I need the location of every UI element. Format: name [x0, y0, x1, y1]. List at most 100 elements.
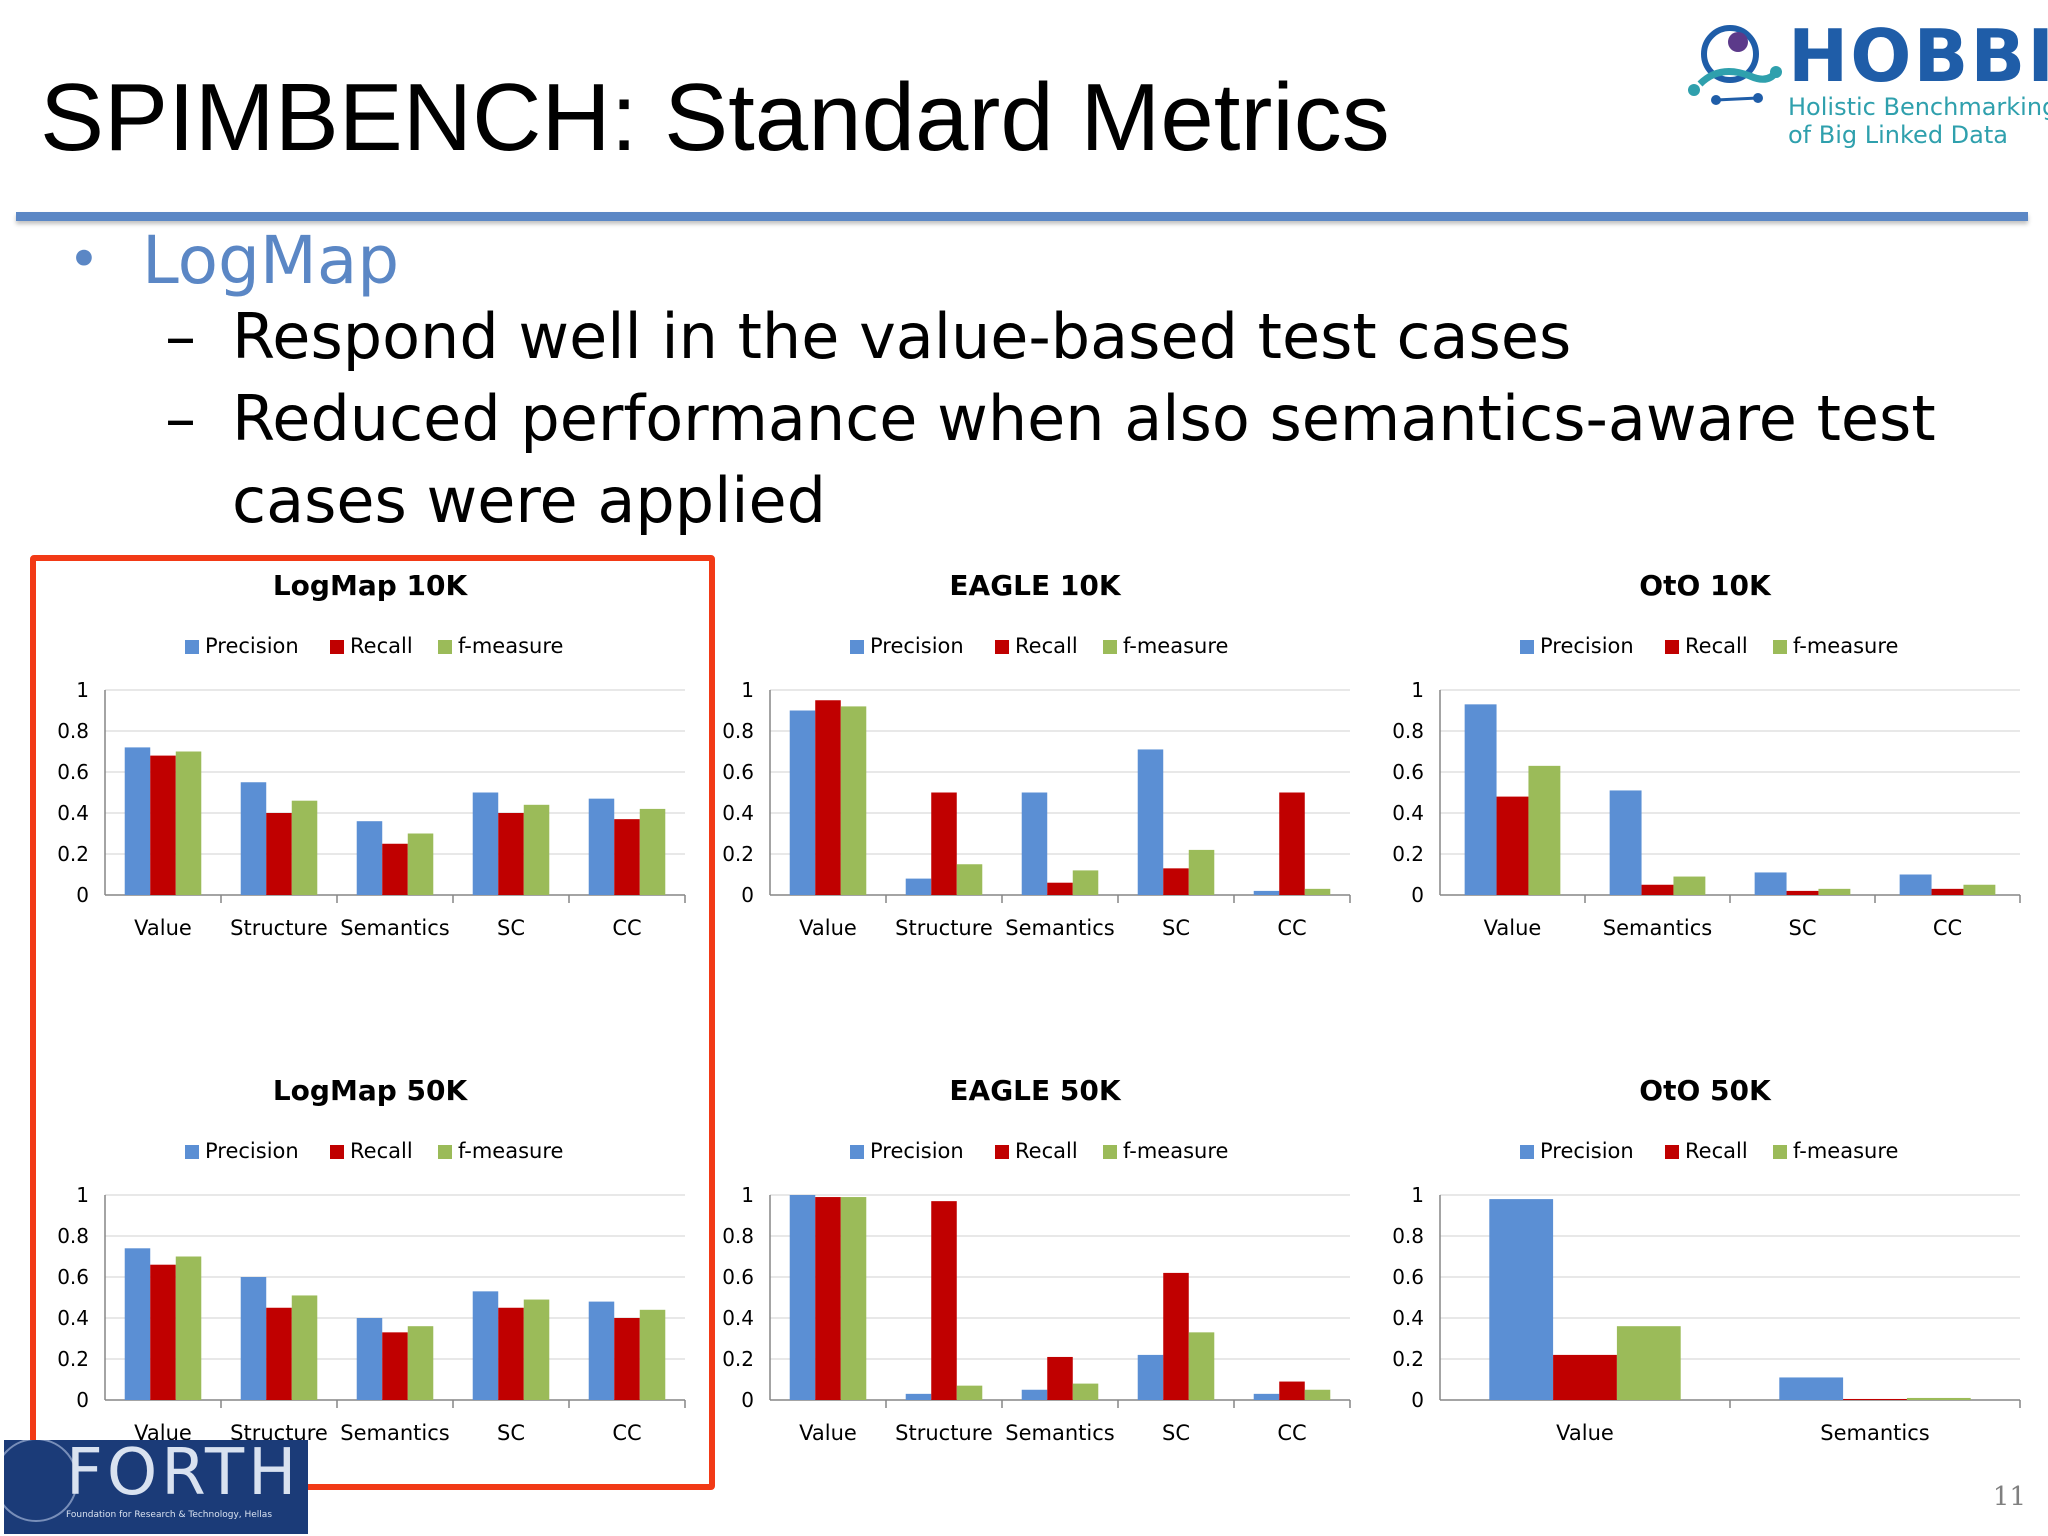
y-tick-label: 0 [76, 883, 89, 907]
legend-label-f-measure: f-measure [458, 634, 563, 658]
bar-precision-semantics [356, 821, 383, 895]
subbullet-2-continued: cases were applied [232, 464, 827, 537]
hobbit-logo: HOBBIT Holistic Benchmarking of Big Link… [1680, 14, 2048, 154]
bar-f-measure-semantics [1072, 1383, 1099, 1400]
y-tick-label: 0.2 [1392, 1347, 1424, 1371]
legend-label-recall: Recall [1685, 1139, 1748, 1163]
legend-swatch-precision [185, 1145, 199, 1159]
bar-precision-semantics [1021, 792, 1048, 895]
legend-swatch-precision [850, 1145, 864, 1159]
y-tick-label: 0 [76, 1388, 89, 1412]
bar-f-measure-structure [291, 1295, 318, 1400]
y-tick-label: 0 [741, 883, 754, 907]
x-tick-label: Semantics [340, 916, 449, 940]
legend-label-f-measure: f-measure [1123, 1139, 1228, 1163]
legend-swatch-recall [995, 1145, 1009, 1159]
bar-recall-structure [931, 1201, 957, 1400]
bar-precision-value [1464, 704, 1497, 895]
x-tick-label: Semantics [1005, 916, 1114, 940]
x-tick-label: Semantics [1005, 1421, 1114, 1445]
chart-oto-50k: OtO 50K Precision Recall f-measure 0 0.2 0.4 0.… [1375, 1045, 2035, 1465]
y-tick-label: 0.8 [1392, 719, 1424, 743]
y-tick-label: 0.8 [57, 719, 89, 743]
hobbit-tagline: Holistic Benchmarking of Big Linked Data [1788, 93, 2048, 149]
bar-precision-semantics [356, 1318, 383, 1400]
legend-label-recall: Recall [1015, 1139, 1078, 1163]
x-tick-label: Value [799, 916, 857, 940]
legend-swatch-recall [995, 640, 1009, 654]
chart-svg: EAGLE 50K Precision Recall f-measure 0 0.2 0.4… [722, 1074, 1351, 1445]
x-tick-label: CC [612, 1421, 641, 1445]
legend-swatch-recall [1665, 640, 1679, 654]
bar-precision-value [789, 710, 816, 895]
legend-label-precision: Precision [205, 1139, 299, 1163]
bar-f-measure-semantics [1072, 870, 1099, 895]
x-tick-label: Structure [230, 916, 328, 940]
y-tick-label: 0.8 [1392, 1224, 1424, 1248]
y-tick-label: 0.2 [722, 842, 754, 866]
bar-f-measure-value [1528, 765, 1561, 895]
x-tick-label: Value [799, 1421, 857, 1445]
bar-recall-semantics [382, 843, 408, 895]
y-tick-label: 0.2 [57, 842, 89, 866]
bar-precision-cc [1899, 874, 1932, 895]
bar-recall-value [150, 1264, 176, 1400]
y-tick-label: 1 [741, 1183, 754, 1207]
bar-recall-semantics [1843, 1398, 1907, 1400]
chart-svg: OtO 10K Precision Recall f-measure 0 0.2 0.4 0.… [1392, 569, 2021, 940]
bar-recall-semantics [382, 1332, 408, 1400]
x-tick-label: CC [1277, 1421, 1306, 1445]
legend-label-recall: Recall [350, 1139, 413, 1163]
bar-recall-sc [498, 813, 524, 895]
bullet-dot-icon: • [68, 228, 100, 291]
bar-recall-structure [266, 1307, 292, 1400]
bar-f-measure-sc [1818, 888, 1851, 895]
bar-precision-semantics [1779, 1377, 1844, 1400]
y-tick-label: 0.6 [1392, 760, 1424, 784]
legend-label-f-measure: f-measure [1123, 634, 1228, 658]
y-tick-label: 0.4 [722, 801, 754, 825]
chart-oto-10k: OtO 10K Precision Recall f-measure 0 0.2 0.4 0.… [1375, 540, 2035, 960]
x-tick-label: SC [1162, 916, 1190, 940]
legend-label-precision: Precision [870, 634, 964, 658]
subbullet-1: Respond well in the value-based test cas… [232, 300, 1572, 373]
hobbit-logo-text: HOBBIT [1788, 14, 2048, 98]
bar-f-measure-cc [639, 1309, 666, 1400]
bar-precision-structure [240, 1277, 267, 1400]
bar-precision-value [124, 1248, 151, 1400]
bar-recall-cc [1279, 1381, 1305, 1400]
dash-icon: – [165, 300, 196, 373]
legend-label-f-measure: f-measure [1793, 1139, 1898, 1163]
chart-title: OtO 50K [1639, 1074, 1772, 1107]
x-tick-label: SC [497, 1421, 525, 1445]
bar-recall-sc [1163, 1272, 1189, 1400]
bar-f-measure-sc [523, 1299, 550, 1400]
y-tick-label: 1 [1411, 678, 1424, 702]
bar-f-measure-semantics [1906, 1397, 1971, 1400]
chart-logmap-50k: LogMap 50K Precision Recall f-measure 0 0.2 0.… [40, 1045, 700, 1465]
bar-f-measure-structure [956, 864, 983, 895]
bar-precision-cc [1253, 890, 1280, 895]
bar-f-measure-cc [1304, 1389, 1331, 1400]
legend-swatch-recall [1665, 1145, 1679, 1159]
x-tick-label: CC [612, 916, 641, 940]
x-tick-label: Value [1484, 916, 1542, 940]
slide-title: SPIMBENCH: Standard Metrics [40, 64, 1390, 171]
bar-precision-structure [905, 1393, 932, 1400]
x-tick-label: Semantics [1820, 1421, 1929, 1445]
bar-recall-cc [1931, 888, 1964, 895]
chart-svg: LogMap 10K Precision Recall f-measure 0 0.2 0.… [57, 569, 686, 940]
chart-svg: LogMap 50K Precision Recall f-measure 0 0.2 0.… [57, 1074, 686, 1445]
x-tick-label: Value [1556, 1421, 1614, 1445]
legend-swatch-precision [1520, 1145, 1534, 1159]
y-tick-label: 0.2 [722, 1347, 754, 1371]
title-divider [16, 212, 2028, 221]
bar-f-measure-sc [1188, 849, 1215, 895]
y-tick-label: 0 [1411, 1388, 1424, 1412]
bar-recall-value [815, 700, 841, 895]
bar-recall-cc [1279, 792, 1305, 895]
y-tick-label: 0.6 [722, 760, 754, 784]
legend-label-precision: Precision [870, 1139, 964, 1163]
legend-swatch-recall [330, 1145, 344, 1159]
y-tick-label: 0.6 [57, 760, 89, 784]
